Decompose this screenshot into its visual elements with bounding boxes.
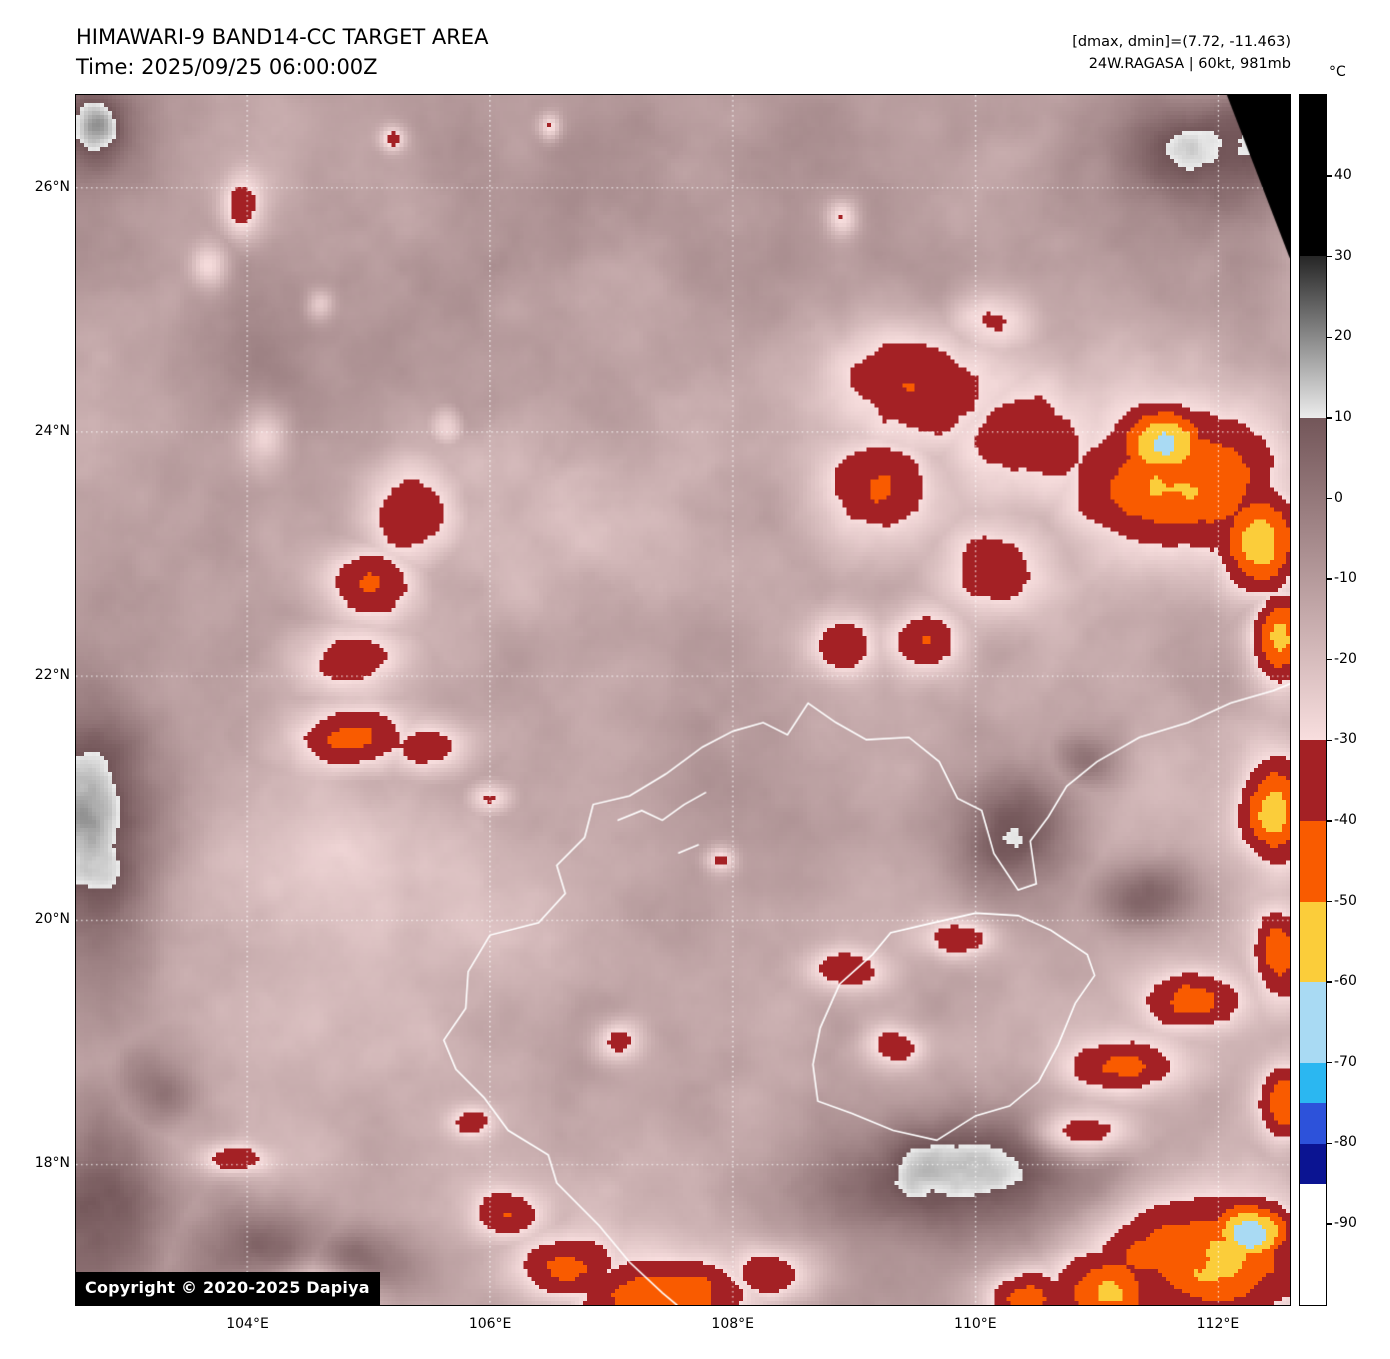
colorbar-tick-label: -60 — [1334, 973, 1357, 990]
colorbar-tick-label: -30 — [1334, 731, 1357, 748]
colorbar-tick-mark — [1327, 820, 1332, 822]
lat-tick-label: 22°N — [34, 667, 70, 684]
colorbar-tick-mark — [1327, 1223, 1332, 1225]
copyright-badge: Copyright © 2020-2025 Dapiya — [76, 1272, 380, 1305]
colorbar-segment — [1300, 740, 1326, 821]
colorbar-tick-mark — [1327, 578, 1332, 580]
product-title: HIMAWARI-9 BAND14-CC TARGET AREA — [76, 25, 489, 49]
lon-tick-label: 106°E — [468, 1316, 512, 1332]
colorbar-tick-mark — [1327, 497, 1332, 500]
lon-tick-label: 110°E — [954, 1316, 997, 1332]
map-area: Copyright © 2020-2025 Dapiya — [75, 94, 1291, 1306]
colorbar-tick-mark — [1327, 255, 1332, 258]
colorbar-tick-label: -50 — [1334, 892, 1357, 909]
colorbar-tick-label: -10 — [1334, 570, 1357, 587]
colorbar-segment — [1300, 1184, 1326, 1305]
colorbar-segment — [1300, 982, 1326, 1063]
colorbar-tick-mark — [1327, 336, 1332, 339]
colorbar-segment — [1300, 95, 1326, 257]
colorbar-tick-label: 10 — [1334, 408, 1352, 425]
dmax-dmin-readout: [dmax, dmin]=(7.72, -11.463) — [1072, 34, 1291, 50]
colorbar-tick-label: -80 — [1334, 1134, 1357, 1151]
colorbar-tick-label: -70 — [1334, 1053, 1357, 1070]
colorbar-tick-label: 40 — [1334, 167, 1352, 184]
colorbar-tick-label: 0 — [1334, 489, 1343, 506]
storm-readout: 24W.RAGASA | 60kt, 981mb — [1088, 56, 1291, 72]
product-timestamp: Time: 2025/09/25 06:00:00Z — [76, 55, 378, 79]
colorbar-segment — [1300, 417, 1326, 741]
map-grid-coastline-overlay — [76, 95, 1290, 1305]
lon-tick-label: 104°E — [226, 1316, 269, 1332]
readout-block: [dmax, dmin]=(7.72, -11.463) 24W.RAGASA … — [1072, 31, 1291, 75]
colorbar-tick-mark — [1327, 1061, 1332, 1064]
colorbar-tick-mark — [1327, 658, 1332, 661]
lon-tick-label: 108°E — [711, 1316, 754, 1332]
colorbar-tick-label: -20 — [1334, 650, 1357, 667]
lat-tick-label: 26°N — [34, 179, 70, 196]
colorbar-segment — [1300, 256, 1326, 418]
colorbar-unit-label: °C — [1329, 64, 1346, 80]
colorbar-tick-label: -40 — [1334, 811, 1357, 828]
colorbar-segment — [1300, 1143, 1326, 1184]
colorbar-tick-mark — [1327, 1142, 1332, 1145]
lon-tick-label: 112°E — [1196, 1316, 1240, 1332]
colorbar-tick-label: -90 — [1334, 1214, 1357, 1231]
colorbar-tick-label: 20 — [1334, 328, 1352, 345]
header: HIMAWARI-9 BAND14-CC TARGET AREA Time: 2… — [76, 22, 488, 82]
colorbar-tick-mark — [1327, 900, 1332, 903]
colorbar-tick-mark — [1327, 981, 1332, 983]
colorbar-tick-mark — [1327, 417, 1332, 419]
colorbar-tick-mark — [1327, 739, 1332, 742]
lat-tick-label: 20°N — [34, 911, 70, 928]
temperature-colorbar — [1299, 94, 1327, 1306]
colorbar-segment — [1300, 1063, 1326, 1104]
colorbar-tick-mark — [1327, 175, 1332, 177]
colorbar-segment — [1300, 901, 1326, 983]
colorbar-segment — [1300, 821, 1326, 902]
lat-tick-label: 24°N — [34, 423, 70, 440]
lat-tick-label: 18°N — [34, 1155, 70, 1172]
colorbar-segment — [1300, 1103, 1326, 1144]
colorbar-tick-label: 30 — [1334, 247, 1352, 264]
